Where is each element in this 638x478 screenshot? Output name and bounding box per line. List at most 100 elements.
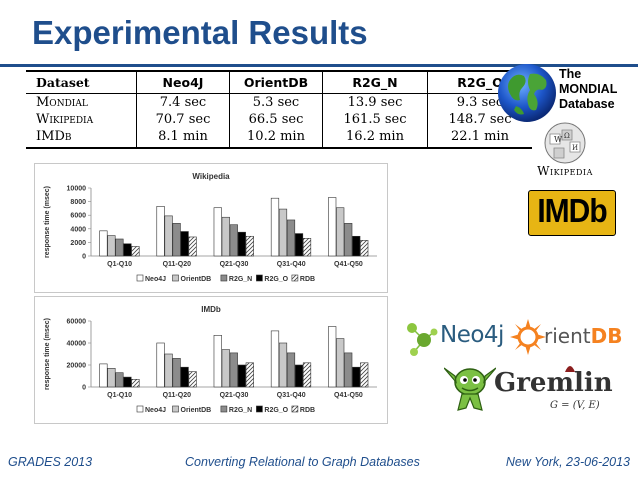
table-row: Wikipedia 70.7 sec 66.5 sec 161.5 sec 14… [26,111,532,128]
table-row: IMDb 8.1 min 10.2 min 16.2 min 22.1 min [26,128,532,149]
bar-r2g-o [123,376,132,388]
bar-orientdb [164,215,173,257]
table-cell: 7.4 sec [136,93,230,111]
legend-label: RDB [300,276,315,283]
table-cell: 161.5 sec [322,111,428,128]
slide-title: Experimental Results [32,14,368,51]
bar-r2g-n [286,219,296,257]
table-cell: 16.2 min [322,128,428,149]
wikipedia-chart-box: Wikipedia 0 2000 4000 6000 8000 10000 response … [34,163,388,293]
orientdb-wordmark: rientDB [544,324,622,348]
table-cell: 13.9 sec [322,93,428,111]
bar-neo4j [213,207,222,257]
bar-r2g-n [229,224,238,257]
neo4j-graph-icon [407,323,438,356]
bar-rdb [360,362,369,388]
y-axis-label: response time (msec) [44,318,51,390]
imdb-wordmark: IMDb [537,192,607,230]
bar-rdb [302,362,312,388]
bar-rdb [245,235,254,257]
bar-r2g-n [344,223,353,257]
gremlin-mascot-icon [444,367,496,411]
table-cell: 148.7 sec [427,111,532,128]
bar-neo4j [213,334,222,388]
legend-swatch [256,274,263,282]
x-tick-label: Q41-Q50 [334,392,363,399]
table-cell: Wikipedia [36,112,94,127]
bar-rdb [131,379,140,388]
mondial-logo: The MONDIAL Database [496,62,636,124]
y-tick-label: 60000 [67,319,87,326]
orientdb-wordmark-main: rient [544,324,591,348]
bar-orientdb [164,353,173,388]
bar-r2g-o [352,235,361,257]
legend-label: R2G_N [229,407,252,414]
y-tick-label: 6000 [70,213,86,220]
legend-label: R2G_N [229,276,252,283]
table-header-row: Dataset Neo4J OrientDB R2G_N R2G_O [26,70,532,94]
bar-r2g-n [229,352,238,388]
footer-center: Converting Relational to Graph Databases [185,455,420,469]
legend-swatch [172,274,179,282]
legend-swatch [220,274,228,282]
bar-orientdb [221,216,230,257]
table-cell: 10.2 min [229,128,323,149]
bar-r2g-o [294,233,304,257]
table-cell: 66.5 sec [229,111,323,128]
footer-left: GRADES 2013 [8,455,93,469]
bar-r2g-o [294,364,304,388]
bar-r2g-o [180,366,189,388]
bar-r2g-o [237,364,246,388]
x-tick-label: Q21-Q30 [220,392,249,399]
table-header-cell: OrientDB [229,70,323,94]
svg-text:И: И [572,144,578,152]
bar-r2g-n [115,238,124,257]
legend-swatch [291,274,299,282]
table-header-cell: R2G_N [322,70,428,94]
imdb-logo: IMDb [528,190,616,236]
bar-r2g-n [344,352,353,388]
table-cell: 5.3 sec [229,93,323,111]
legend-label: Neo4J [145,276,166,283]
y-tick-label: 0 [82,254,86,261]
wikipedia-wordmark: Wikipedia [537,164,593,178]
svg-text:W: W [554,135,563,144]
bar-rdb [245,362,254,388]
svg-text:Ω: Ω [564,132,570,140]
legend-label: R2G_O [264,407,288,414]
title-underline [0,64,638,67]
gremlin-formula: G = (V, E) [550,400,600,411]
y-tick-label: 2000 [70,240,86,247]
bar-r2g-o [180,231,189,257]
table-header-cell: Neo4J [136,70,230,94]
bar-neo4j [270,197,280,257]
chart-title: IMDb [201,305,221,314]
gremlin-wordmark: Gremlin [494,368,613,398]
legend-swatch [220,405,228,413]
bar-neo4j [328,326,337,388]
x-tick-label: Q31-Q40 [277,261,306,268]
x-tick-label: Q11-Q20 [163,261,192,268]
globe-icon [498,64,556,122]
bar-r2g-o [123,243,132,257]
y-tick-label: 40000 [67,341,87,348]
table-cell: IMDb [26,128,137,149]
bar-rdb [188,371,197,388]
bar-orientdb [336,338,345,388]
wikipedia-globe-icon: W Ω И [544,122,586,164]
x-tick-label: Q41-Q50 [334,261,363,268]
gremlin-logo: Gremlin G = (V, E) [444,360,636,418]
legend-swatch [136,405,144,413]
bar-r2g-n [115,372,124,388]
table-cell: 8.1 min [136,128,230,149]
table-cell: 22.1 min [427,128,532,149]
bar-r2g-n [172,358,181,388]
chart-title: Wikipedia [192,172,230,181]
y-tick-label: 8000 [70,199,86,206]
bar-neo4j [156,342,165,388]
neo4j-logo: Neo4j [404,316,504,360]
bar-orientdb [278,342,288,388]
y-axis-label: response time (msec) [44,186,51,258]
results-table: Dataset Neo4J OrientDB R2G_N R2G_O Mondi… [26,70,532,149]
orientdb-logo: rientDB [510,316,634,360]
